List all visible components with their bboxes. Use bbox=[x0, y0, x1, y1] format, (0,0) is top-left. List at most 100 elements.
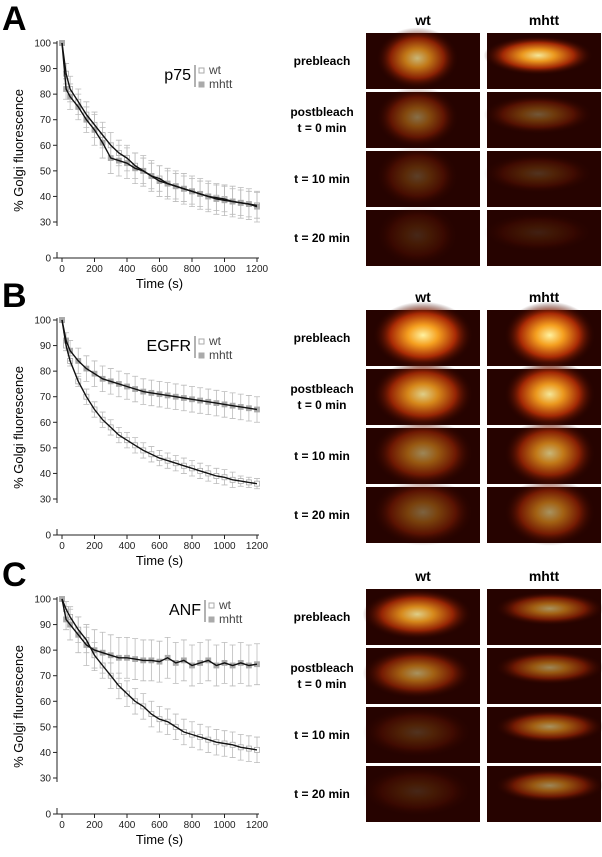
y-tick-label: 50 bbox=[40, 722, 52, 733]
y-tick-label: 40 bbox=[40, 748, 52, 759]
y-tick-label: 40 bbox=[40, 469, 52, 480]
y-tick-label: 70 bbox=[40, 671, 52, 682]
micrograph-signal bbox=[483, 35, 594, 75]
micrograph-signal bbox=[483, 212, 594, 252]
y-tick-label: 0 bbox=[45, 810, 51, 821]
panel-label: C bbox=[2, 556, 27, 594]
legend-marker bbox=[198, 81, 205, 88]
column-header: mhtt bbox=[529, 289, 560, 305]
fit-line bbox=[61, 42, 258, 207]
legend-title: p75 bbox=[164, 67, 191, 84]
x-tick-label: 400 bbox=[119, 264, 136, 275]
x-tick-label: 600 bbox=[151, 820, 168, 831]
y-tick-label: 0 bbox=[45, 254, 51, 265]
legend-marker bbox=[208, 616, 215, 623]
y-tick-label: 40 bbox=[40, 192, 52, 203]
micrograph-signal bbox=[372, 478, 474, 546]
x-tick-label: 1200 bbox=[246, 264, 269, 275]
micrograph-signal bbox=[362, 589, 473, 640]
x-axis-label: Time (s) bbox=[136, 276, 183, 291]
x-tick-label: 0 bbox=[59, 541, 65, 552]
micrograph-signal bbox=[494, 709, 602, 744]
y-axis-label: % Golgi fluorescence bbox=[11, 89, 26, 212]
micrograph-signal bbox=[362, 766, 473, 817]
legend-title: ANF bbox=[169, 602, 201, 619]
fit-line bbox=[61, 598, 258, 667]
y-tick-label: 80 bbox=[40, 90, 52, 101]
row-label: t = 20 min bbox=[294, 508, 350, 522]
micrograph-signal bbox=[376, 145, 459, 207]
column-header: mhtt bbox=[529, 12, 560, 28]
micrograph-signal bbox=[504, 360, 596, 428]
x-tick-label: 600 bbox=[151, 264, 168, 275]
micrograph-signal bbox=[376, 27, 459, 89]
x-tick-label: 600 bbox=[151, 541, 168, 552]
row-label: t = 0 min bbox=[297, 398, 346, 412]
row-label: prebleach bbox=[294, 610, 351, 624]
y-tick-label: 60 bbox=[40, 141, 52, 152]
micrograph-signal bbox=[494, 650, 602, 685]
legend-marker bbox=[208, 602, 215, 609]
x-tick-label: 1200 bbox=[246, 541, 269, 552]
fit-line bbox=[61, 598, 258, 751]
row-label: prebleach bbox=[294, 331, 351, 345]
micrograph-signal bbox=[504, 301, 596, 369]
y-tick-label: 0 bbox=[45, 531, 51, 542]
column-header: wt bbox=[414, 12, 431, 28]
y-tick-label: 30 bbox=[40, 495, 52, 506]
micrograph-signal bbox=[504, 478, 596, 546]
micrograph-signal bbox=[494, 591, 602, 626]
y-tick-label: 90 bbox=[40, 64, 52, 75]
micrograph-signal bbox=[376, 204, 459, 266]
x-tick-label: 200 bbox=[86, 264, 103, 275]
x-tick-label: 0 bbox=[59, 264, 65, 275]
x-tick-label: 1200 bbox=[246, 820, 269, 831]
y-tick-label: 100 bbox=[34, 316, 51, 327]
fit-line bbox=[61, 319, 258, 485]
x-tick-label: 800 bbox=[184, 820, 201, 831]
row-label: postbleach bbox=[290, 661, 353, 675]
y-tick-label: 50 bbox=[40, 443, 52, 454]
legend-marker bbox=[198, 352, 205, 359]
micrograph-signal bbox=[504, 419, 596, 487]
x-axis-label: Time (s) bbox=[136, 832, 183, 847]
x-tick-label: 400 bbox=[119, 541, 136, 552]
legend-label: wt bbox=[218, 598, 232, 612]
column-header: mhtt bbox=[529, 568, 560, 584]
y-tick-label: 100 bbox=[34, 39, 51, 50]
y-tick-label: 30 bbox=[40, 774, 52, 785]
row-label: t = 20 min bbox=[294, 231, 350, 245]
row-label: prebleach bbox=[294, 54, 351, 68]
micrograph-signal bbox=[372, 419, 474, 487]
row-label: t = 0 min bbox=[297, 677, 346, 691]
micrograph-signal bbox=[483, 153, 594, 193]
x-tick-label: 800 bbox=[184, 264, 201, 275]
row-label: t = 10 min bbox=[294, 449, 350, 463]
micrograph-signal bbox=[362, 707, 473, 758]
micrograph-signal bbox=[372, 301, 474, 369]
micrograph-signal bbox=[376, 86, 459, 148]
x-axis-label: Time (s) bbox=[136, 553, 183, 568]
y-tick-label: 80 bbox=[40, 646, 52, 657]
column-header: wt bbox=[414, 289, 431, 305]
x-tick-label: 800 bbox=[184, 541, 201, 552]
micrograph-signal bbox=[372, 360, 474, 428]
row-label: t = 20 min bbox=[294, 787, 350, 801]
micrograph-signal bbox=[483, 94, 594, 134]
fit-line bbox=[61, 319, 258, 411]
fit-line bbox=[61, 42, 258, 208]
x-tick-label: 200 bbox=[86, 541, 103, 552]
y-tick-label: 70 bbox=[40, 115, 52, 126]
row-label: t = 10 min bbox=[294, 172, 350, 186]
legend-label: mhtt bbox=[209, 348, 233, 362]
legend-marker bbox=[198, 338, 205, 345]
x-tick-label: 1000 bbox=[213, 264, 236, 275]
micrograph-signal bbox=[494, 768, 602, 803]
legend-label: mhtt bbox=[219, 612, 243, 626]
y-tick-label: 60 bbox=[40, 418, 52, 429]
y-tick-label: 50 bbox=[40, 166, 52, 177]
legend-title: EGFR bbox=[147, 338, 191, 355]
panel-label: A bbox=[2, 0, 27, 38]
